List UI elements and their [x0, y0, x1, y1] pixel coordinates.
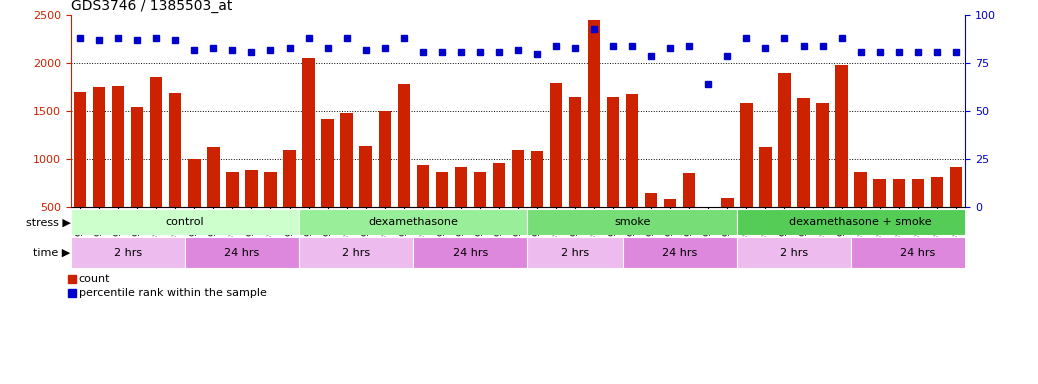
Bar	[151, 77, 162, 255]
Bar	[759, 147, 771, 255]
Text: dexamethasone: dexamethasone	[368, 217, 458, 227]
Bar	[169, 93, 182, 255]
Bar	[473, 172, 486, 255]
Bar	[911, 179, 924, 255]
Bar	[322, 119, 334, 255]
Bar	[683, 173, 695, 255]
Bar	[721, 198, 734, 255]
Bar	[737, 209, 984, 235]
Bar	[265, 172, 277, 255]
Bar	[299, 237, 413, 268]
Bar	[664, 199, 677, 255]
Bar	[74, 92, 86, 255]
Bar	[816, 103, 828, 255]
Bar	[874, 179, 885, 255]
Bar	[950, 167, 962, 255]
Bar	[299, 209, 527, 235]
Bar	[854, 172, 867, 255]
Bar	[413, 237, 527, 268]
Text: time ▶: time ▶	[33, 248, 71, 258]
Text: 24 hrs: 24 hrs	[453, 248, 488, 258]
Bar	[702, 243, 714, 255]
Bar	[512, 150, 524, 255]
Bar	[527, 209, 737, 235]
Bar	[623, 237, 737, 268]
Bar	[283, 150, 296, 255]
Bar	[340, 113, 353, 255]
Bar	[93, 88, 105, 255]
Bar	[302, 58, 315, 255]
Text: GDS3746 / 1385503_at: GDS3746 / 1385503_at	[71, 0, 231, 13]
Bar	[455, 167, 467, 255]
Text: smoke: smoke	[614, 217, 651, 227]
Text: 2 hrs: 2 hrs	[780, 248, 808, 258]
Bar	[493, 163, 506, 255]
Bar	[851, 237, 984, 268]
Bar	[931, 177, 943, 255]
Bar	[836, 65, 848, 255]
Bar	[569, 97, 581, 255]
Text: 2 hrs: 2 hrs	[113, 248, 142, 258]
Text: percentile rank within the sample: percentile rank within the sample	[79, 288, 267, 298]
Text: 2 hrs: 2 hrs	[343, 248, 371, 258]
Text: 24 hrs: 24 hrs	[662, 248, 698, 258]
Text: control: control	[165, 217, 204, 227]
Bar	[185, 237, 299, 268]
Text: dexamethasone + smoke: dexamethasone + smoke	[789, 217, 932, 227]
Bar	[359, 146, 372, 255]
Bar	[416, 165, 429, 255]
Text: stress ▶: stress ▶	[26, 217, 71, 227]
Bar	[778, 73, 791, 255]
Bar	[607, 97, 620, 255]
Text: 2 hrs: 2 hrs	[561, 248, 590, 258]
Bar	[740, 103, 753, 255]
Bar	[398, 84, 410, 255]
Bar	[645, 193, 657, 255]
Bar	[530, 151, 543, 255]
Bar	[797, 98, 810, 255]
Bar	[550, 83, 563, 255]
Bar	[893, 179, 905, 255]
Text: 24 hrs: 24 hrs	[224, 248, 260, 258]
Bar	[112, 86, 125, 255]
Bar	[379, 111, 391, 255]
Bar	[131, 107, 143, 255]
Bar	[626, 94, 638, 255]
Bar	[208, 147, 220, 255]
Text: 24 hrs: 24 hrs	[900, 248, 935, 258]
Text: count: count	[79, 274, 110, 284]
Bar	[245, 170, 257, 255]
Bar	[71, 209, 299, 235]
Bar	[71, 237, 185, 268]
Bar	[226, 172, 239, 255]
Bar	[436, 172, 448, 255]
Bar	[588, 20, 600, 255]
Bar	[737, 237, 851, 268]
Bar	[527, 237, 623, 268]
Bar	[188, 159, 200, 255]
